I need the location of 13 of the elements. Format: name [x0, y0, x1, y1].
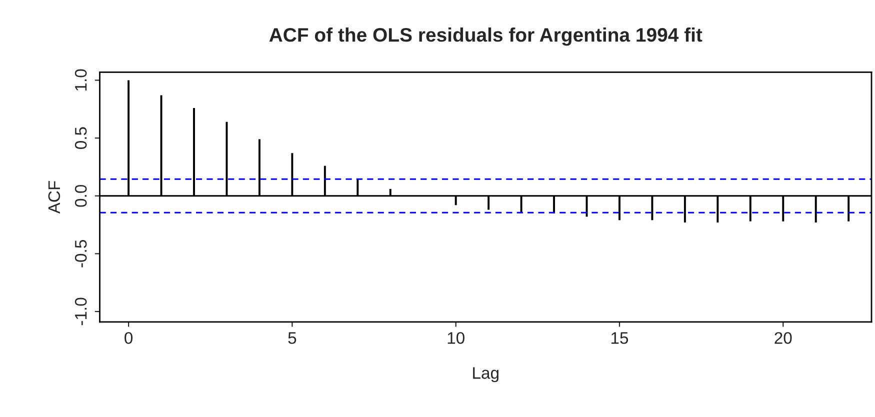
- x-tick-label: 20: [774, 332, 792, 344]
- y-tick-label: -1.0: [74, 298, 87, 326]
- chart-title: ACF of the OLS residuals for Argentina 1994 fit: [269, 27, 702, 46]
- y-tick-label: -0.5: [74, 240, 87, 268]
- x-tick-label: 0: [124, 332, 133, 344]
- y-tick-label: 0.5: [74, 127, 87, 149]
- y-tick-label: 1.0: [74, 69, 87, 91]
- x-tick-label: 5: [288, 332, 296, 344]
- y-axis-title: ACF: [48, 181, 60, 214]
- x-tick-label: 15: [611, 332, 628, 344]
- x-tick-label: 10: [448, 332, 464, 344]
- x-axis-title: Lag: [473, 367, 498, 382]
- y-tick-label: 0.0: [74, 184, 87, 207]
